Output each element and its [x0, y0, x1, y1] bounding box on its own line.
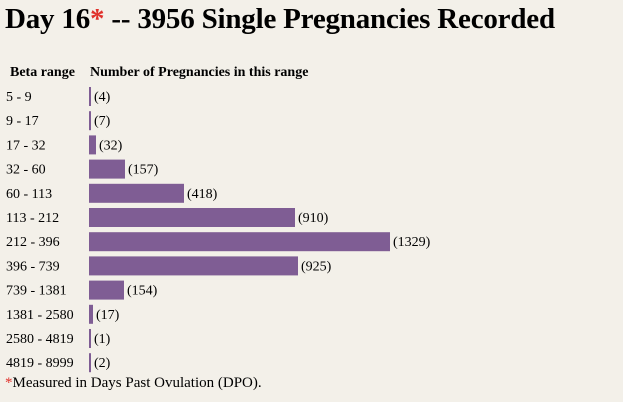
category-label: 396 - 739 [6, 259, 60, 274]
category-label: 17 - 32 [6, 138, 46, 153]
category-label: 60 - 113 [6, 187, 52, 202]
bar [89, 135, 96, 155]
value-label: (910) [298, 211, 329, 226]
bar [89, 87, 91, 106]
category-label: 2580 - 4819 [6, 332, 74, 347]
page-title: Day 16* -- 3956 Single Pregnancies Recor… [5, 3, 555, 36]
category-label: 1381 - 2580 [6, 308, 74, 323]
count-column-header: Number of Pregnancies in this range [90, 65, 309, 80]
title-prefix: Day 16 [5, 3, 90, 35]
value-label: (154) [127, 284, 158, 299]
category-label: 4819 - 8999 [6, 356, 74, 371]
bar [89, 304, 93, 324]
value-label: (2) [94, 356, 111, 371]
category-label: 113 - 212 [6, 211, 59, 226]
value-label: (7) [94, 114, 111, 129]
value-label: (1) [94, 332, 111, 347]
bar [89, 111, 91, 131]
bar [89, 280, 124, 300]
category-label: 739 - 1381 [6, 284, 67, 299]
value-label: (4) [94, 90, 111, 105]
bar [89, 159, 125, 179]
bar [89, 329, 91, 348]
category-label: 9 - 17 [6, 114, 39, 129]
value-label: (925) [301, 259, 332, 274]
bar [89, 208, 295, 227]
value-label: (17) [96, 308, 120, 323]
category-label: 5 - 9 [6, 90, 32, 105]
footnote-text: Measured in Days Past Ovulation (DPO). [12, 375, 262, 391]
footnote-asterisk: * [5, 375, 13, 391]
category-label: 32 - 60 [6, 163, 46, 178]
footnote: *Measured in Days Past Ovulation (DPO). [5, 375, 262, 392]
value-label: (157) [128, 163, 159, 178]
value-label: (418) [187, 187, 218, 202]
title-asterisk: * [90, 3, 105, 35]
value-label: (32) [99, 138, 123, 153]
category-label: 212 - 396 [6, 235, 60, 250]
bar [89, 183, 184, 203]
bar [89, 232, 390, 252]
title-suffix: -- 3956 Single Pregnancies Recorded [104, 3, 555, 35]
value-label: (1329) [393, 235, 431, 250]
bar [89, 353, 91, 373]
range-column-header: Beta range [10, 65, 75, 80]
bar [89, 256, 298, 276]
